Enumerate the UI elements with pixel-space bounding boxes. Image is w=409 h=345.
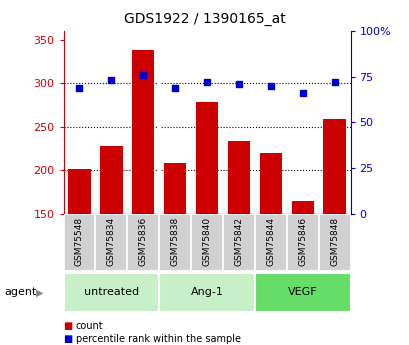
Point	[203, 79, 210, 85]
Text: untreated: untreated	[83, 287, 139, 296]
Bar	[132, 50, 154, 214]
Bar	[227, 141, 249, 214]
Bar	[95, 214, 127, 271]
Bar	[323, 119, 345, 214]
Bar	[68, 169, 90, 214]
Text: GSM75848: GSM75848	[329, 217, 338, 266]
Text: percentile rank within the sample: percentile rank within the sample	[76, 334, 240, 344]
Point	[267, 83, 274, 89]
Text: ■: ■	[63, 334, 73, 344]
Bar	[159, 214, 191, 271]
Bar	[291, 201, 313, 214]
Bar	[318, 214, 350, 271]
Text: GSM75842: GSM75842	[234, 217, 243, 266]
Bar	[259, 153, 281, 214]
Bar	[222, 214, 254, 271]
Bar	[100, 146, 122, 214]
Text: GSM75834: GSM75834	[107, 217, 116, 266]
Text: GSM75840: GSM75840	[202, 217, 211, 266]
Text: count: count	[76, 321, 103, 331]
Text: agent: agent	[4, 287, 36, 297]
Point	[139, 72, 146, 78]
Text: ■: ■	[63, 321, 73, 331]
Bar	[127, 214, 159, 271]
Text: GSM75548: GSM75548	[75, 217, 84, 266]
Point	[235, 81, 242, 87]
Bar	[63, 214, 95, 271]
Text: GSM75836: GSM75836	[138, 217, 147, 266]
Bar	[63, 273, 159, 312]
Text: GSM75844: GSM75844	[266, 217, 275, 266]
Point	[76, 85, 83, 90]
Text: GSM75846: GSM75846	[297, 217, 306, 266]
Bar	[159, 273, 254, 312]
Bar	[164, 162, 186, 214]
Point	[171, 85, 178, 90]
Text: GSM75838: GSM75838	[170, 217, 179, 266]
Bar	[254, 273, 350, 312]
Bar	[286, 214, 318, 271]
Text: Ang-1: Ang-1	[190, 287, 223, 296]
Text: ▶: ▶	[36, 287, 43, 297]
Point	[299, 90, 305, 96]
Bar	[196, 101, 218, 214]
Text: GDS1922 / 1390165_at: GDS1922 / 1390165_at	[124, 12, 285, 26]
Bar	[254, 214, 286, 271]
Text: VEGF: VEGF	[287, 287, 317, 296]
Point	[330, 79, 337, 85]
Point	[108, 78, 115, 83]
Bar	[191, 214, 222, 271]
